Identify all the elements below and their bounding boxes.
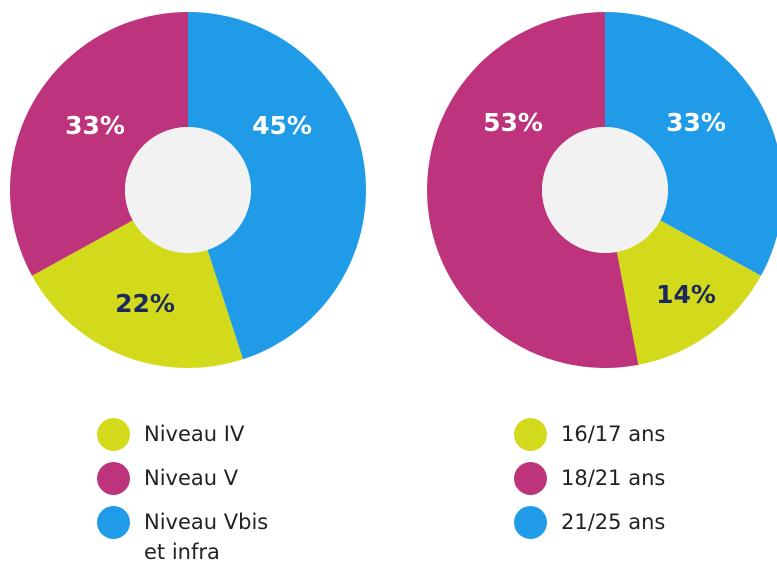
value-label: 33% (65, 111, 125, 140)
donut-segment (427, 12, 639, 368)
donut-hole (125, 127, 251, 253)
legend-swatch (97, 462, 130, 495)
legend-item: 21/25 ans (514, 506, 699, 539)
donut-segment (32, 220, 244, 368)
donut-segment (616, 220, 761, 365)
donut-segment (605, 12, 777, 276)
value-label: 33% (666, 108, 726, 137)
legend-label: 16/17 ans (561, 422, 666, 446)
legend-label: Niveau IV (144, 422, 245, 446)
legend-swatch (514, 462, 547, 495)
value-label: 45% (252, 111, 312, 140)
value-label: 14% (656, 280, 716, 309)
legend-item: Niveau IV (97, 418, 282, 451)
donut-hole (542, 127, 668, 253)
legend-label: Niveau Vbis et infra (144, 510, 269, 562)
legend-swatch (97, 418, 130, 451)
donut-segment (188, 12, 366, 360)
donut-segment (9, 12, 188, 276)
legend-item: Niveau Vbis et infra (97, 506, 282, 562)
legend-swatch (514, 418, 547, 451)
legend-swatch (514, 506, 547, 539)
legend-label: 18/21 ans (561, 466, 666, 490)
legend-item: 16/17 ans (514, 418, 699, 451)
legend-swatch (97, 506, 130, 539)
value-label: 53% (483, 108, 543, 137)
value-label: 22% (115, 289, 175, 318)
legend-label: 21/25 ans (561, 510, 666, 534)
legend-item: 18/21 ans (514, 462, 699, 495)
legend-label: Niveau V (144, 466, 239, 490)
legend-item: Niveau V (97, 462, 282, 495)
